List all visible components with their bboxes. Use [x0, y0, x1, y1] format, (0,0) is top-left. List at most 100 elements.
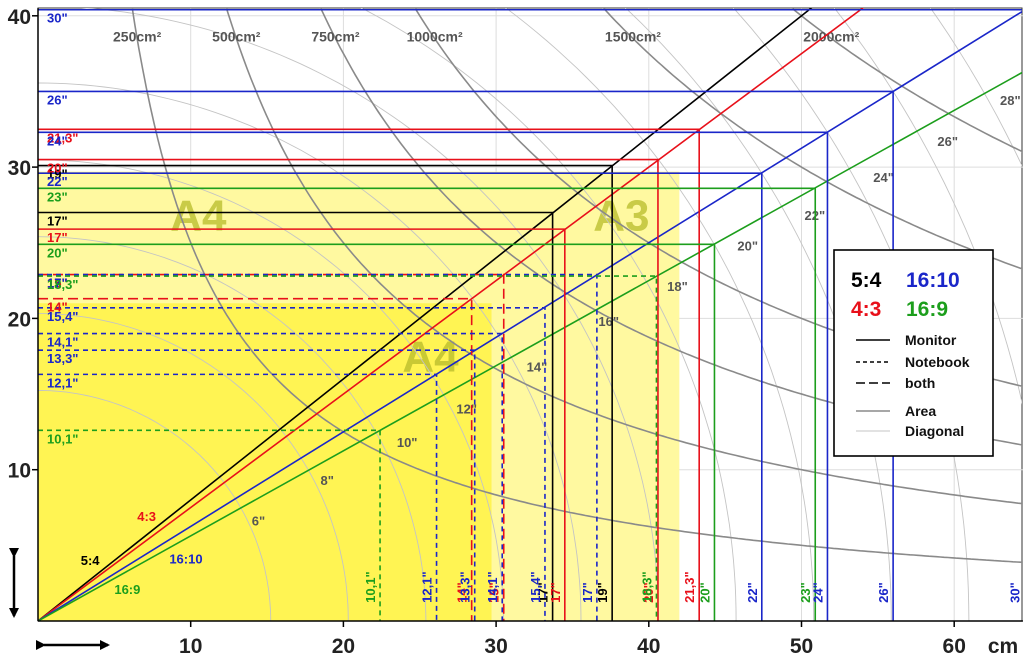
screen-label: 23"	[798, 582, 813, 603]
area-label: 1000cm²	[407, 29, 463, 45]
legend-box	[833, 249, 994, 457]
ratio-line	[38, 10, 1022, 621]
screen-rect	[38, 128, 700, 621]
area-label: 750cm²	[311, 29, 360, 45]
diagonal-label: 20"	[737, 238, 758, 253]
paper-label: A4	[170, 192, 227, 241]
legend-label: Diagonal	[905, 423, 964, 439]
diagonal-arc	[505, 8, 815, 621]
screen-rect	[38, 158, 659, 621]
area-label: 2000cm²	[803, 29, 859, 45]
screen-rect	[38, 164, 613, 621]
screen-label: 17"	[47, 230, 68, 245]
screen-rect	[38, 228, 566, 621]
diagonal-arc	[38, 159, 504, 621]
diagonal-arc	[38, 313, 349, 621]
legend-label: both	[905, 375, 935, 391]
area-curve	[131, 8, 1022, 564]
diagonal-label: 6"	[252, 514, 265, 529]
screen-label: 17"	[548, 582, 563, 603]
screen-label: 22"	[745, 582, 760, 603]
screen-rectangles	[38, 8, 1022, 621]
axes: 10 20 30 40 50 60 10 20 30 40 cm	[8, 6, 1023, 657]
diagonal-label: 28"	[1000, 93, 1021, 108]
screen-rect	[38, 297, 473, 621]
diagonal-label: 8"	[320, 473, 333, 488]
diagonal-label: 10"	[397, 435, 418, 450]
diagonal-arc	[38, 389, 272, 621]
x-tick-label: 50	[790, 635, 813, 657]
x-unit-label: cm	[988, 635, 1018, 657]
screen-label: 30"	[47, 11, 68, 26]
screen-label: 17"	[536, 582, 551, 603]
legend-ratio: 5:4	[851, 269, 882, 292]
area-label: 500cm²	[212, 29, 261, 45]
screen-rect	[38, 275, 658, 621]
area-label: 250cm²	[113, 29, 162, 45]
screen-label: 13,3"	[47, 351, 78, 366]
screen-rect	[38, 349, 476, 621]
screen-label: 26"	[47, 92, 68, 107]
legend-ratio: 16:10	[906, 269, 960, 292]
screen-label: 26"	[876, 582, 891, 603]
screen-label: 20"	[47, 161, 68, 176]
screen-rect	[38, 8, 1022, 11]
screen-rect	[38, 429, 381, 621]
screen-label: 18,3"	[47, 277, 78, 292]
area-curve	[225, 8, 1022, 505]
ratio-label: 5:4	[81, 553, 101, 568]
screen-label: 14"	[455, 582, 470, 603]
legend-label: Monitor	[905, 332, 957, 348]
screen-rect	[38, 332, 504, 621]
screen-label: 15,4"	[528, 571, 543, 602]
screen-label: 13,3"	[458, 571, 473, 602]
area-label: 1500cm²	[605, 29, 661, 45]
diagonal-label: 24"	[873, 170, 894, 185]
screen-label: 10,1"	[47, 431, 78, 446]
diagonal-label: 14"	[527, 359, 548, 374]
diagonal-arc	[38, 236, 427, 621]
screen-label: 24"	[47, 133, 68, 148]
ratio-label: 16:10	[169, 552, 202, 567]
diagonal-arc	[80, 8, 660, 621]
diagonal-label: 16"	[598, 314, 619, 329]
legend-label: Notebook	[905, 354, 970, 370]
screen-label: 20"	[47, 245, 68, 260]
screen-label: 12,1"	[420, 571, 435, 602]
screen-label: 17"	[47, 276, 68, 291]
legend-ratio: 16:9	[906, 298, 948, 321]
screen-label: 20"	[641, 582, 656, 603]
screen-label: 24"	[810, 582, 825, 603]
x-tick-label: 20	[332, 635, 355, 657]
screen-label: 19"	[47, 167, 68, 182]
screen-label: 19"	[595, 582, 610, 603]
screen-label: 18,3"	[639, 571, 654, 602]
diagonal-arc	[833, 8, 1022, 405]
screen-label: 30"	[1007, 582, 1022, 603]
screen-label: 21,3"	[682, 571, 697, 602]
screen-label: 17"	[47, 213, 68, 228]
x-tick-label: 60	[943, 635, 966, 657]
x-tick-label: 10	[179, 635, 202, 657]
diagonal-label: 18"	[667, 279, 688, 294]
screen-label: 14"	[47, 300, 68, 315]
screen-label: 15,4"	[47, 309, 78, 324]
screen-rect	[38, 307, 546, 621]
diagonal-arc	[38, 82, 582, 621]
y-tick-label: 10	[8, 460, 31, 483]
screen-label: 15"	[487, 582, 502, 603]
screen-rect	[38, 187, 817, 621]
screen-label: 12,1"	[47, 375, 78, 390]
screen-label: 20"	[697, 582, 712, 603]
screen-label: 22"	[47, 174, 68, 189]
legend-label: Area	[905, 403, 936, 419]
screen-label: 23"	[47, 189, 68, 204]
y-tick-label: 20	[8, 308, 31, 331]
legend-ratio: 4:3	[851, 298, 881, 321]
screen-label: 10,1"	[363, 571, 378, 602]
y-tick-label: 40	[8, 6, 31, 29]
x-tick-label: 40	[637, 635, 660, 657]
legend: 5:4 16:10 4:3 16:9 Monitor Notebook both Area Di…	[833, 249, 994, 457]
